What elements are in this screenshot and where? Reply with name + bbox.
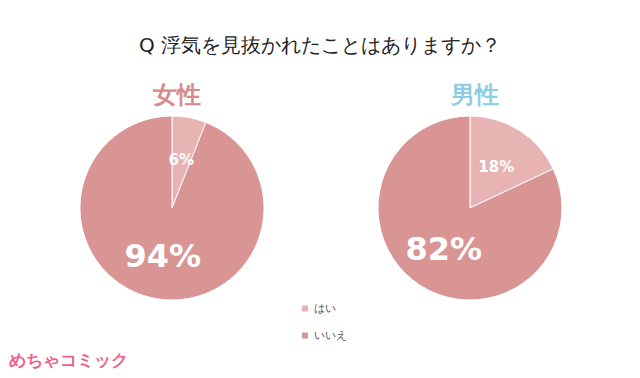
- svg-text:94%: 94%: [125, 237, 202, 275]
- svg-text:男性: 男性: [450, 81, 499, 109]
- svg-text:いいえ: いいえ: [314, 329, 347, 342]
- svg-text:Q 浮気を見抜かれたことはありますか？: Q 浮気を見抜かれたことはありますか？: [139, 33, 501, 57]
- svg-text:女性: 女性: [152, 81, 201, 109]
- svg-text:めちゃコミック: めちゃコミック: [9, 350, 128, 370]
- svg-text:82%: 82%: [405, 230, 482, 268]
- svg-text:6%: 6%: [168, 151, 193, 169]
- svg-text:はい: はい: [314, 302, 336, 315]
- svg-text:18%: 18%: [478, 158, 514, 176]
